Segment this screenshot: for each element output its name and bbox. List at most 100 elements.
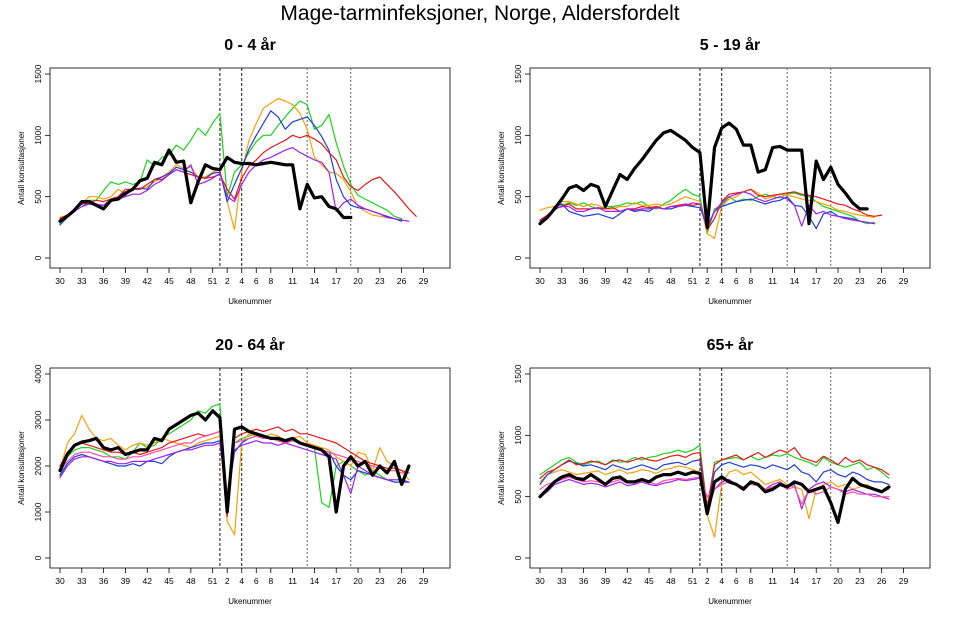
x-tick-label: 23	[855, 576, 865, 586]
x-tick-label: 14	[790, 576, 800, 586]
y-axis-label: Antall konsultasjoner	[497, 431, 506, 505]
x-tick-label: 26	[397, 576, 407, 586]
x-tick-label: 30	[55, 276, 65, 286]
y-tick-label: 0	[513, 255, 523, 260]
x-axis-label: Ukenummer	[708, 297, 752, 306]
x-tick-label: 6	[254, 276, 259, 286]
panel-title: 0 - 4 år	[224, 36, 276, 54]
x-tick-label: 29	[899, 576, 909, 586]
series-line-green	[59, 100, 403, 225]
x-axis-label: Ukenummer	[228, 297, 272, 306]
x-tick-label: 30	[55, 576, 65, 586]
y-tick-label: 2000	[33, 456, 43, 475]
x-tick-label: 30	[535, 276, 545, 286]
y-tick-label: 3000	[33, 410, 43, 429]
x-tick-label: 23	[375, 576, 385, 586]
x-tick-label: 11	[288, 276, 297, 286]
x-tick-label: 17	[331, 576, 341, 586]
x-tick-label: 42	[142, 276, 152, 286]
x-tick-label: 39	[601, 276, 611, 286]
y-axis-label: Antall konsultasjoner	[497, 131, 506, 205]
x-tick-label: 11	[768, 276, 777, 286]
x-tick-label: 45	[644, 576, 654, 586]
series-line-blue	[59, 110, 403, 226]
x-tick-label: 6	[734, 576, 739, 586]
x-tick-label: 20	[353, 576, 363, 586]
x-axis-label: Ukenummer	[708, 597, 752, 606]
panel-title: 65+ år	[707, 336, 754, 354]
series-line-green	[539, 444, 890, 512]
x-tick-label: 11	[288, 576, 297, 586]
x-tick-label: 39	[121, 276, 131, 286]
y-tick-label: 1000	[33, 126, 43, 145]
x-tick-label: 39	[121, 576, 131, 586]
series-line-orange	[59, 414, 410, 536]
y-axis-label: Antall konsultasjoner	[17, 131, 26, 205]
series-line-red	[539, 447, 890, 508]
x-tick-label: 20	[833, 276, 843, 286]
plot-frame	[49, 367, 451, 569]
x-tick-label: 45	[164, 576, 174, 586]
x-tick-label: 36	[99, 276, 109, 286]
x-tick-label: 51	[688, 576, 698, 586]
x-tick-label: 17	[331, 276, 341, 286]
series-line-orange	[539, 188, 876, 239]
x-tick-label: 36	[579, 576, 589, 586]
x-axis-label: Ukenummer	[228, 597, 272, 606]
x-tick-label: 48	[666, 276, 676, 286]
series-line-black	[58, 148, 353, 223]
x-tick-label: 4	[719, 576, 724, 586]
x-tick-label: 4	[239, 576, 244, 586]
x-tick-label: 26	[877, 576, 887, 586]
x-tick-label: 29	[419, 276, 429, 286]
x-tick-label: 17	[811, 276, 821, 286]
series-line-blue	[539, 459, 890, 510]
x-tick-label: 48	[186, 576, 196, 586]
series-line-black	[538, 470, 891, 525]
y-tick-label: 1000	[513, 426, 523, 445]
x-tick-label: 14	[790, 276, 800, 286]
x-tick-label: 14	[310, 576, 320, 586]
series-line-black	[58, 409, 411, 514]
y-tick-label: 500	[513, 189, 523, 203]
series-line-orange	[59, 97, 403, 231]
panel-title: 5 - 19 år	[700, 36, 760, 54]
series-line-pink	[539, 476, 890, 505]
x-tick-label: 6	[254, 576, 259, 586]
x-tick-label: 51	[208, 576, 218, 586]
y-tick-label: 500	[513, 489, 523, 503]
y-tick-label: 500	[33, 189, 43, 203]
y-tick-label: 0	[33, 255, 43, 260]
y-tick-label: 0	[513, 555, 523, 560]
y-tick-label: 0	[33, 555, 43, 560]
x-tick-label: 29	[419, 576, 429, 586]
x-tick-label: 8	[748, 276, 753, 286]
panel-title: 20 - 64 år	[215, 336, 284, 354]
x-tick-label: 26	[397, 276, 407, 286]
x-tick-label: 36	[579, 276, 589, 286]
panel-age-5-19: 5 - 19 år 0 500 1000 1500 Antall konsultasjon…	[497, 36, 931, 306]
x-tick-label: 23	[855, 276, 865, 286]
plot-frame	[529, 67, 931, 269]
series-line-orange	[539, 465, 890, 538]
panel-age-0-4: 0 - 4 år 0 500 1000 1500 Antall konsultasjone…	[17, 36, 451, 306]
x-tick-label: 48	[186, 276, 196, 286]
series-line-purple	[59, 440, 410, 499]
series-line-red	[59, 134, 417, 220]
x-tick-label: 36	[99, 576, 109, 586]
x-tick-label: 33	[557, 576, 567, 586]
x-tick-label: 42	[622, 276, 632, 286]
x-tick-label: 39	[601, 576, 611, 586]
y-tick-label: 1000	[513, 126, 523, 145]
x-tick-label: 2	[225, 576, 230, 586]
x-tick-label: 23	[375, 276, 385, 286]
y-tick-label: 1500	[33, 64, 43, 83]
x-tick-label: 26	[877, 276, 887, 286]
x-tick-label: 29	[899, 276, 909, 286]
main-title: Mage-tarminfeksjoner, Norge, Aldersforde…	[280, 2, 680, 25]
y-tick-label: 1500	[513, 364, 523, 383]
x-tick-label: 30	[535, 576, 545, 586]
y-tick-label: 1500	[513, 64, 523, 83]
plot-frame	[529, 367, 931, 569]
